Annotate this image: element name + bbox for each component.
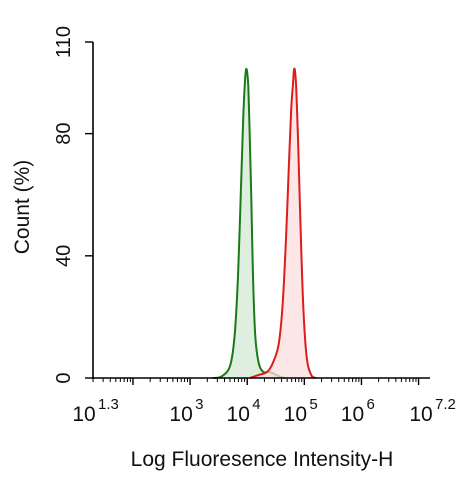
x-tick-exponent: 7.2 [435,396,456,413]
x-tick-label: 10 7.2 [409,396,456,426]
y-tick-label: 40 [53,245,75,267]
series-1-area [212,68,285,378]
y-tick-label: 0 [53,372,75,383]
x-tick-base: 10 [409,403,432,426]
x-tick-exponent: 3 [195,396,203,413]
x-tick-exponent: 6 [366,396,374,413]
x-tick-base: 10 [169,403,192,426]
axes-layer [92,42,430,379]
x-tick-exponent: 1.3 [98,396,119,413]
x-tick-label: 10 3 [169,396,203,426]
x-tick-base: 10 [227,403,250,426]
x-tick-exponent: 4 [252,396,260,413]
series-2-area [250,68,316,378]
x-tick-label: 10 4 [227,396,261,426]
y-tick-label: 80 [53,123,75,145]
x-tick-base: 10 [341,403,364,426]
x-tick-base: 10 [284,403,307,426]
x-tick-label: 10 5 [284,396,318,426]
x-tick-label: 10 1.3 [72,396,119,426]
y-axis-title: Count (%) [11,160,34,255]
y-ticks: 0 40 80 110 [53,26,93,384]
series-2-line [249,67,317,379]
x-ticks: 10 1.3 10 3 10 4 10 5 10 6 10 7.2 [72,378,456,426]
x-tick-label: 10 6 [341,396,375,426]
y-tick-label: 110 [53,26,75,58]
x-tick-base: 10 [72,403,95,426]
x-axis-title: Log Fluoresence Intensity-H [131,448,394,471]
series-layer [212,67,317,379]
x-tick-exponent: 5 [309,396,317,413]
